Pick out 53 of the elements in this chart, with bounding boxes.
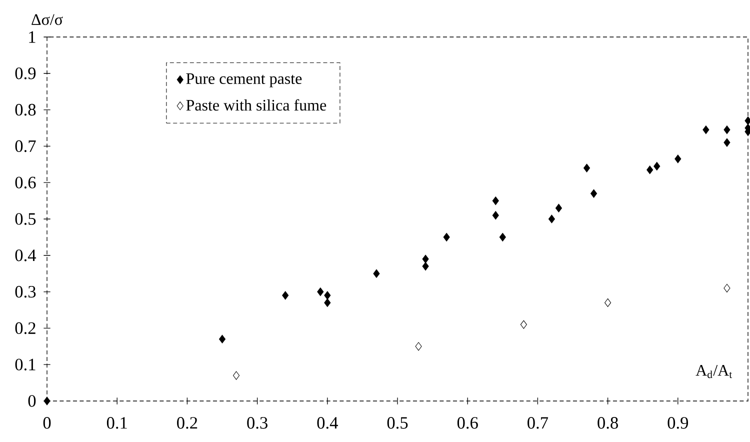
point (43, 396, 51, 406)
point (499, 232, 506, 242)
y-axis-title: Δσ/σ (32, 14, 63, 25)
point (646, 166, 654, 174)
y-tick-label: 1 (29, 31, 36, 43)
point (415, 342, 422, 351)
x-tick-label: 0.2 (177, 417, 198, 429)
point (422, 262, 429, 271)
point (324, 298, 331, 307)
x-tick-label: 0 (43, 417, 51, 429)
x-tick-label: 0.7 (528, 417, 548, 429)
legend-label: Pure cement paste (186, 73, 302, 88)
y-tick-label: 0.2 (15, 322, 36, 334)
point (604, 298, 612, 307)
y-tick-label: 0.1 (15, 358, 36, 370)
point (443, 232, 450, 242)
y-tick-label: 0.6 (15, 176, 36, 188)
point (233, 371, 240, 380)
y-tick-label: 0.8 (15, 104, 36, 116)
point (702, 126, 710, 134)
point (548, 214, 555, 224)
point (324, 291, 331, 300)
point (590, 189, 598, 198)
point (492, 211, 499, 220)
y-tick-label: 0.5 (15, 213, 36, 225)
point (555, 204, 562, 212)
point (492, 196, 499, 206)
x-axis-title: A$_{d}$/A$_{t}$ (696, 365, 732, 378)
y-tick-label: 0.4 (15, 250, 36, 262)
x-tick-label: 0.1 (106, 417, 127, 429)
x-tick-label: 0.4 (317, 417, 338, 429)
point (724, 126, 730, 134)
point (282, 291, 289, 300)
y-tick-label: 0 (28, 395, 36, 407)
point (317, 288, 324, 296)
point (654, 162, 660, 170)
x-tick-label: 0.3 (247, 417, 268, 429)
point (583, 164, 590, 172)
x-tick-label: 0.5 (387, 417, 408, 429)
y-tick-label: 0.7 (15, 140, 36, 152)
point (422, 254, 429, 264)
legend-label: Paste with silica fume (186, 99, 326, 111)
point (373, 269, 380, 278)
x-tick-label: 0.9 (668, 417, 688, 429)
x-tick-label: 0.8 (598, 417, 618, 429)
point (724, 284, 730, 292)
y-tick-label: 0.9 (15, 68, 36, 80)
point (520, 320, 527, 329)
point (724, 138, 730, 147)
x-tick-label: 0.6 (457, 417, 478, 429)
y-tick-label: 0.3 (15, 286, 36, 298)
point (218, 334, 226, 344)
point (674, 154, 682, 164)
